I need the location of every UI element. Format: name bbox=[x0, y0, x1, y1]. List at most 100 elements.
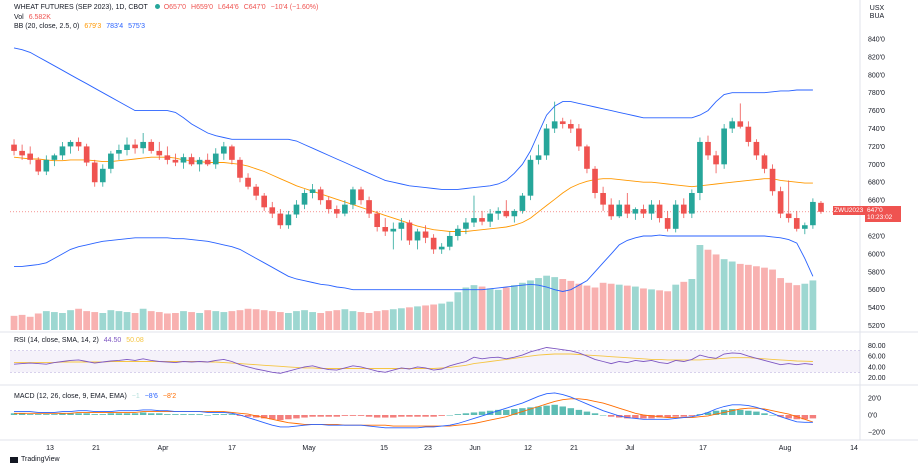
macd-histogram-bar bbox=[470, 412, 478, 415]
candle-body bbox=[51, 155, 58, 160]
time-tick-label: Jun bbox=[469, 445, 480, 452]
volume-bar bbox=[470, 285, 478, 330]
volume-bar bbox=[543, 275, 550, 330]
macd-histogram-bar bbox=[172, 414, 179, 415]
rsi-line bbox=[13, 347, 813, 374]
volume-bar bbox=[163, 313, 171, 330]
macd-histogram-bar bbox=[91, 414, 98, 415]
rsi-ma-value: 50.08 bbox=[126, 337, 144, 344]
volume-bar bbox=[478, 286, 486, 330]
rsi-label[interactable]: RSI (14, close, SMA, 14, 2) bbox=[14, 337, 99, 344]
volume-bar bbox=[414, 306, 421, 330]
volume-bar bbox=[454, 292, 462, 330]
candle-body bbox=[471, 218, 477, 223]
macd-histogram-bar bbox=[712, 410, 720, 415]
volume-bar bbox=[761, 267, 768, 330]
volume-bar bbox=[712, 254, 720, 330]
macd-histogram-bar bbox=[728, 409, 736, 415]
candle-body bbox=[422, 231, 429, 238]
volume-bar bbox=[704, 249, 712, 330]
macd-signal-line bbox=[14, 398, 814, 427]
volume-bar bbox=[397, 308, 405, 330]
macd-histogram-bar bbox=[559, 406, 566, 415]
candle-body bbox=[342, 204, 348, 214]
candle-body bbox=[27, 153, 33, 160]
candle-body bbox=[293, 204, 300, 215]
candle-body bbox=[479, 218, 485, 222]
candle-body bbox=[269, 207, 276, 214]
volume-bar bbox=[67, 310, 74, 330]
candle-body bbox=[172, 159, 179, 163]
macd-histogram-bar bbox=[648, 415, 655, 419]
macd-histogram-bar bbox=[51, 414, 58, 415]
macd-histogram-bar bbox=[204, 415, 211, 416]
macd-histogram-bar bbox=[156, 413, 163, 415]
macd-line bbox=[14, 392, 813, 429]
volume-bar bbox=[720, 259, 728, 330]
macd-histogram-bar bbox=[309, 415, 316, 417]
symbol-title[interactable]: WHEAT FUTURES (SEP 2023), 1D, CBOT bbox=[14, 4, 148, 11]
candle-body bbox=[75, 141, 82, 147]
volume-bar bbox=[10, 315, 18, 330]
time-tick-label: 13 bbox=[46, 445, 54, 452]
time-tick-label: 17 bbox=[699, 445, 707, 452]
candle-body bbox=[463, 222, 469, 229]
candle-body bbox=[309, 189, 316, 193]
candle-body bbox=[616, 204, 623, 217]
unit-label: BUA bbox=[869, 13, 885, 20]
macd-histogram-bar bbox=[422, 415, 429, 417]
currency-unit-badge[interactable]: USX BUA bbox=[866, 5, 888, 21]
candle-body bbox=[406, 222, 413, 241]
macd-histogram-bar bbox=[10, 413, 18, 415]
ohlc-close: C647'0 bbox=[243, 4, 266, 11]
macd-histogram-bar bbox=[196, 414, 203, 415]
volume-legend: Vol 6.582K bbox=[14, 13, 54, 22]
macd-histogram-bar bbox=[761, 413, 768, 415]
macd-histogram-bar bbox=[99, 414, 107, 415]
macd-tick-label: 20'0 bbox=[868, 395, 881, 402]
candle-body bbox=[221, 146, 227, 154]
candle-body bbox=[689, 192, 695, 214]
price-tick-label: 740'0 bbox=[868, 126, 885, 133]
macd-histogram-bar bbox=[75, 413, 82, 415]
volume-bar bbox=[527, 280, 534, 330]
candle-body bbox=[745, 126, 752, 142]
volume-bar bbox=[656, 290, 663, 330]
ohlc-change: −10'4 (−1.60%) bbox=[270, 4, 319, 11]
bb-label[interactable]: BB (20, close, 2.5, 0) bbox=[14, 23, 80, 30]
macd-histogram-bar bbox=[737, 409, 744, 415]
volume-bar bbox=[631, 286, 639, 330]
price-tick-label: 580'0 bbox=[868, 269, 885, 276]
time-tick-label: 12 bbox=[524, 445, 532, 452]
macd-histogram-bar bbox=[753, 411, 760, 415]
volume-bar bbox=[575, 283, 583, 330]
macd-histogram-bar bbox=[430, 415, 437, 417]
volume-bar bbox=[640, 288, 647, 330]
volume-bar bbox=[753, 266, 760, 330]
macd-label[interactable]: MACD (12, 26, close, 9, EMA, EMA) bbox=[14, 393, 127, 400]
price-tick-label: 820'0 bbox=[868, 54, 885, 61]
macd-histogram-bar bbox=[59, 413, 66, 415]
volume-bar bbox=[510, 285, 518, 330]
macd-histogram-bar bbox=[583, 411, 591, 415]
tradingview-logo[interactable]: TradingView bbox=[10, 456, 60, 463]
volume-bar bbox=[736, 263, 744, 330]
volume-label[interactable]: Vol bbox=[14, 14, 24, 21]
macd-histogram-bar bbox=[244, 415, 252, 417]
price-tick-label: 780'0 bbox=[868, 90, 885, 97]
candle-body bbox=[325, 200, 332, 210]
rsi-legend: RSI (14, close, SMA, 14, 2) 44.50 50.08 bbox=[14, 336, 147, 345]
volume-bar bbox=[785, 282, 793, 330]
price-tick-label: 520'0 bbox=[868, 323, 885, 330]
macd-histogram-bar bbox=[164, 414, 171, 415]
volume-bar bbox=[430, 304, 438, 330]
macd-histogram-bar bbox=[341, 415, 349, 416]
candle-body bbox=[632, 209, 639, 214]
bb-lower-line bbox=[14, 234, 814, 292]
candle-body bbox=[535, 155, 542, 160]
macd-histogram-bar bbox=[551, 404, 558, 415]
volume-bar bbox=[801, 283, 809, 330]
volume-bar bbox=[728, 261, 736, 330]
rsi-band-background bbox=[10, 350, 860, 373]
